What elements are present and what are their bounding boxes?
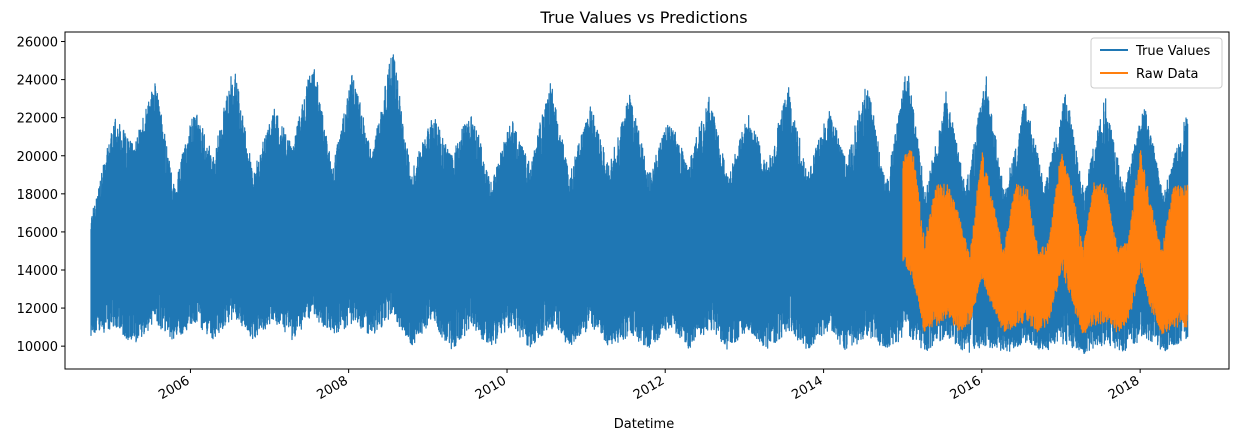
legend-label-raw-data: Raw Data — [1136, 67, 1199, 82]
series-line-raw-data — [902, 150, 1189, 335]
y-tick-label: 14000 — [17, 264, 58, 279]
legend-label-true-values: True Values — [1135, 44, 1210, 59]
y-tick-label: 12000 — [17, 302, 58, 317]
chart-title: True Values vs Predictions — [539, 8, 747, 27]
y-tick-label: 18000 — [17, 188, 58, 203]
y-tick-label: 22000 — [17, 112, 58, 127]
y-tick-label: 16000 — [17, 226, 58, 241]
x-axis-label: Datetime — [614, 417, 674, 432]
legend: True Values Raw Data — [1090, 37, 1223, 89]
y-tick-label: 10000 — [17, 340, 58, 355]
series-layer — [90, 54, 1189, 354]
y-tick-label: 26000 — [17, 36, 58, 51]
series-line-true-values — [90, 54, 1189, 354]
y-tick-label: 24000 — [17, 74, 58, 89]
y-tick-label: 20000 — [17, 150, 58, 165]
plot-frame — [64, 31, 1230, 370]
y-axis: 10000 12000 14000 16000 18000 20000 22000 24000… — [17, 36, 65, 355]
